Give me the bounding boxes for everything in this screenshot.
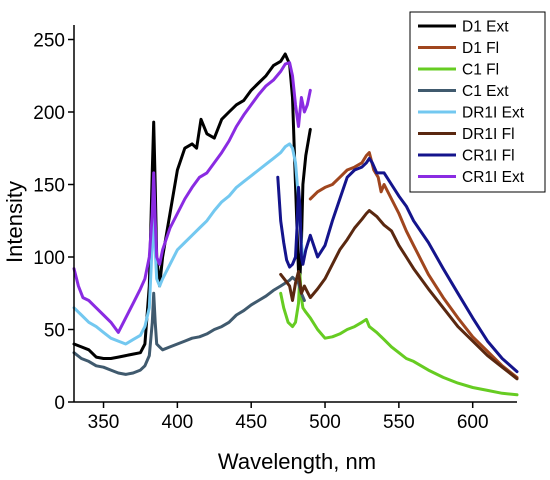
legend-label: DR1I Fl (462, 126, 515, 143)
x-tick-label: 500 (309, 412, 341, 433)
series-line-cr1i-fl (276, 156, 519, 374)
series-line-dr1i-ext (72, 142, 305, 346)
series-line-d1-ext (72, 52, 312, 360)
legend: D1 Ext D1 Fl C1 Fl C1 Ext DR1I Ext DR1I Fl CR1… (409, 11, 546, 193)
legend-label: D1 Fl (462, 40, 499, 57)
x-tick-label: 550 (383, 412, 415, 433)
legend-label: DR1I Ext (462, 105, 525, 122)
y-tick-label: 250 (33, 31, 65, 52)
series-line-dr1i-fl (279, 209, 519, 381)
axes-layer: 350 400 450 500 550 600 0 50 100 150 200 250 (33, 25, 517, 433)
x-tick-label: 600 (457, 412, 489, 433)
legend-label: D1 Ext (462, 19, 509, 36)
legend-label: C1 Fl (462, 62, 499, 79)
y-tick-label: 50 (44, 321, 65, 342)
y-axis-title: Intensity (2, 181, 27, 263)
series-layer (72, 52, 519, 397)
y-tick-label: 150 (33, 176, 65, 197)
series-line-c1-ext (72, 275, 306, 376)
legend-box (409, 11, 546, 193)
legend-label: C1 Ext (462, 83, 509, 100)
legend-label: CR1I Ext (462, 169, 525, 186)
y-tick-label: 100 (33, 248, 65, 269)
x-tick-label: 450 (235, 412, 267, 433)
series-line-c1-fl (279, 272, 519, 397)
x-axis-title: Wavelength, nm (218, 449, 376, 474)
y-tick-label: 200 (33, 103, 65, 124)
x-tick-label: 350 (88, 412, 120, 433)
legend-label: CR1I Fl (462, 148, 515, 165)
y-tick-label: 0 (54, 393, 65, 414)
series-line-d1-fl (308, 151, 519, 379)
x-tick-label: 400 (162, 412, 194, 433)
series-line-cr1i-ext (72, 61, 312, 334)
